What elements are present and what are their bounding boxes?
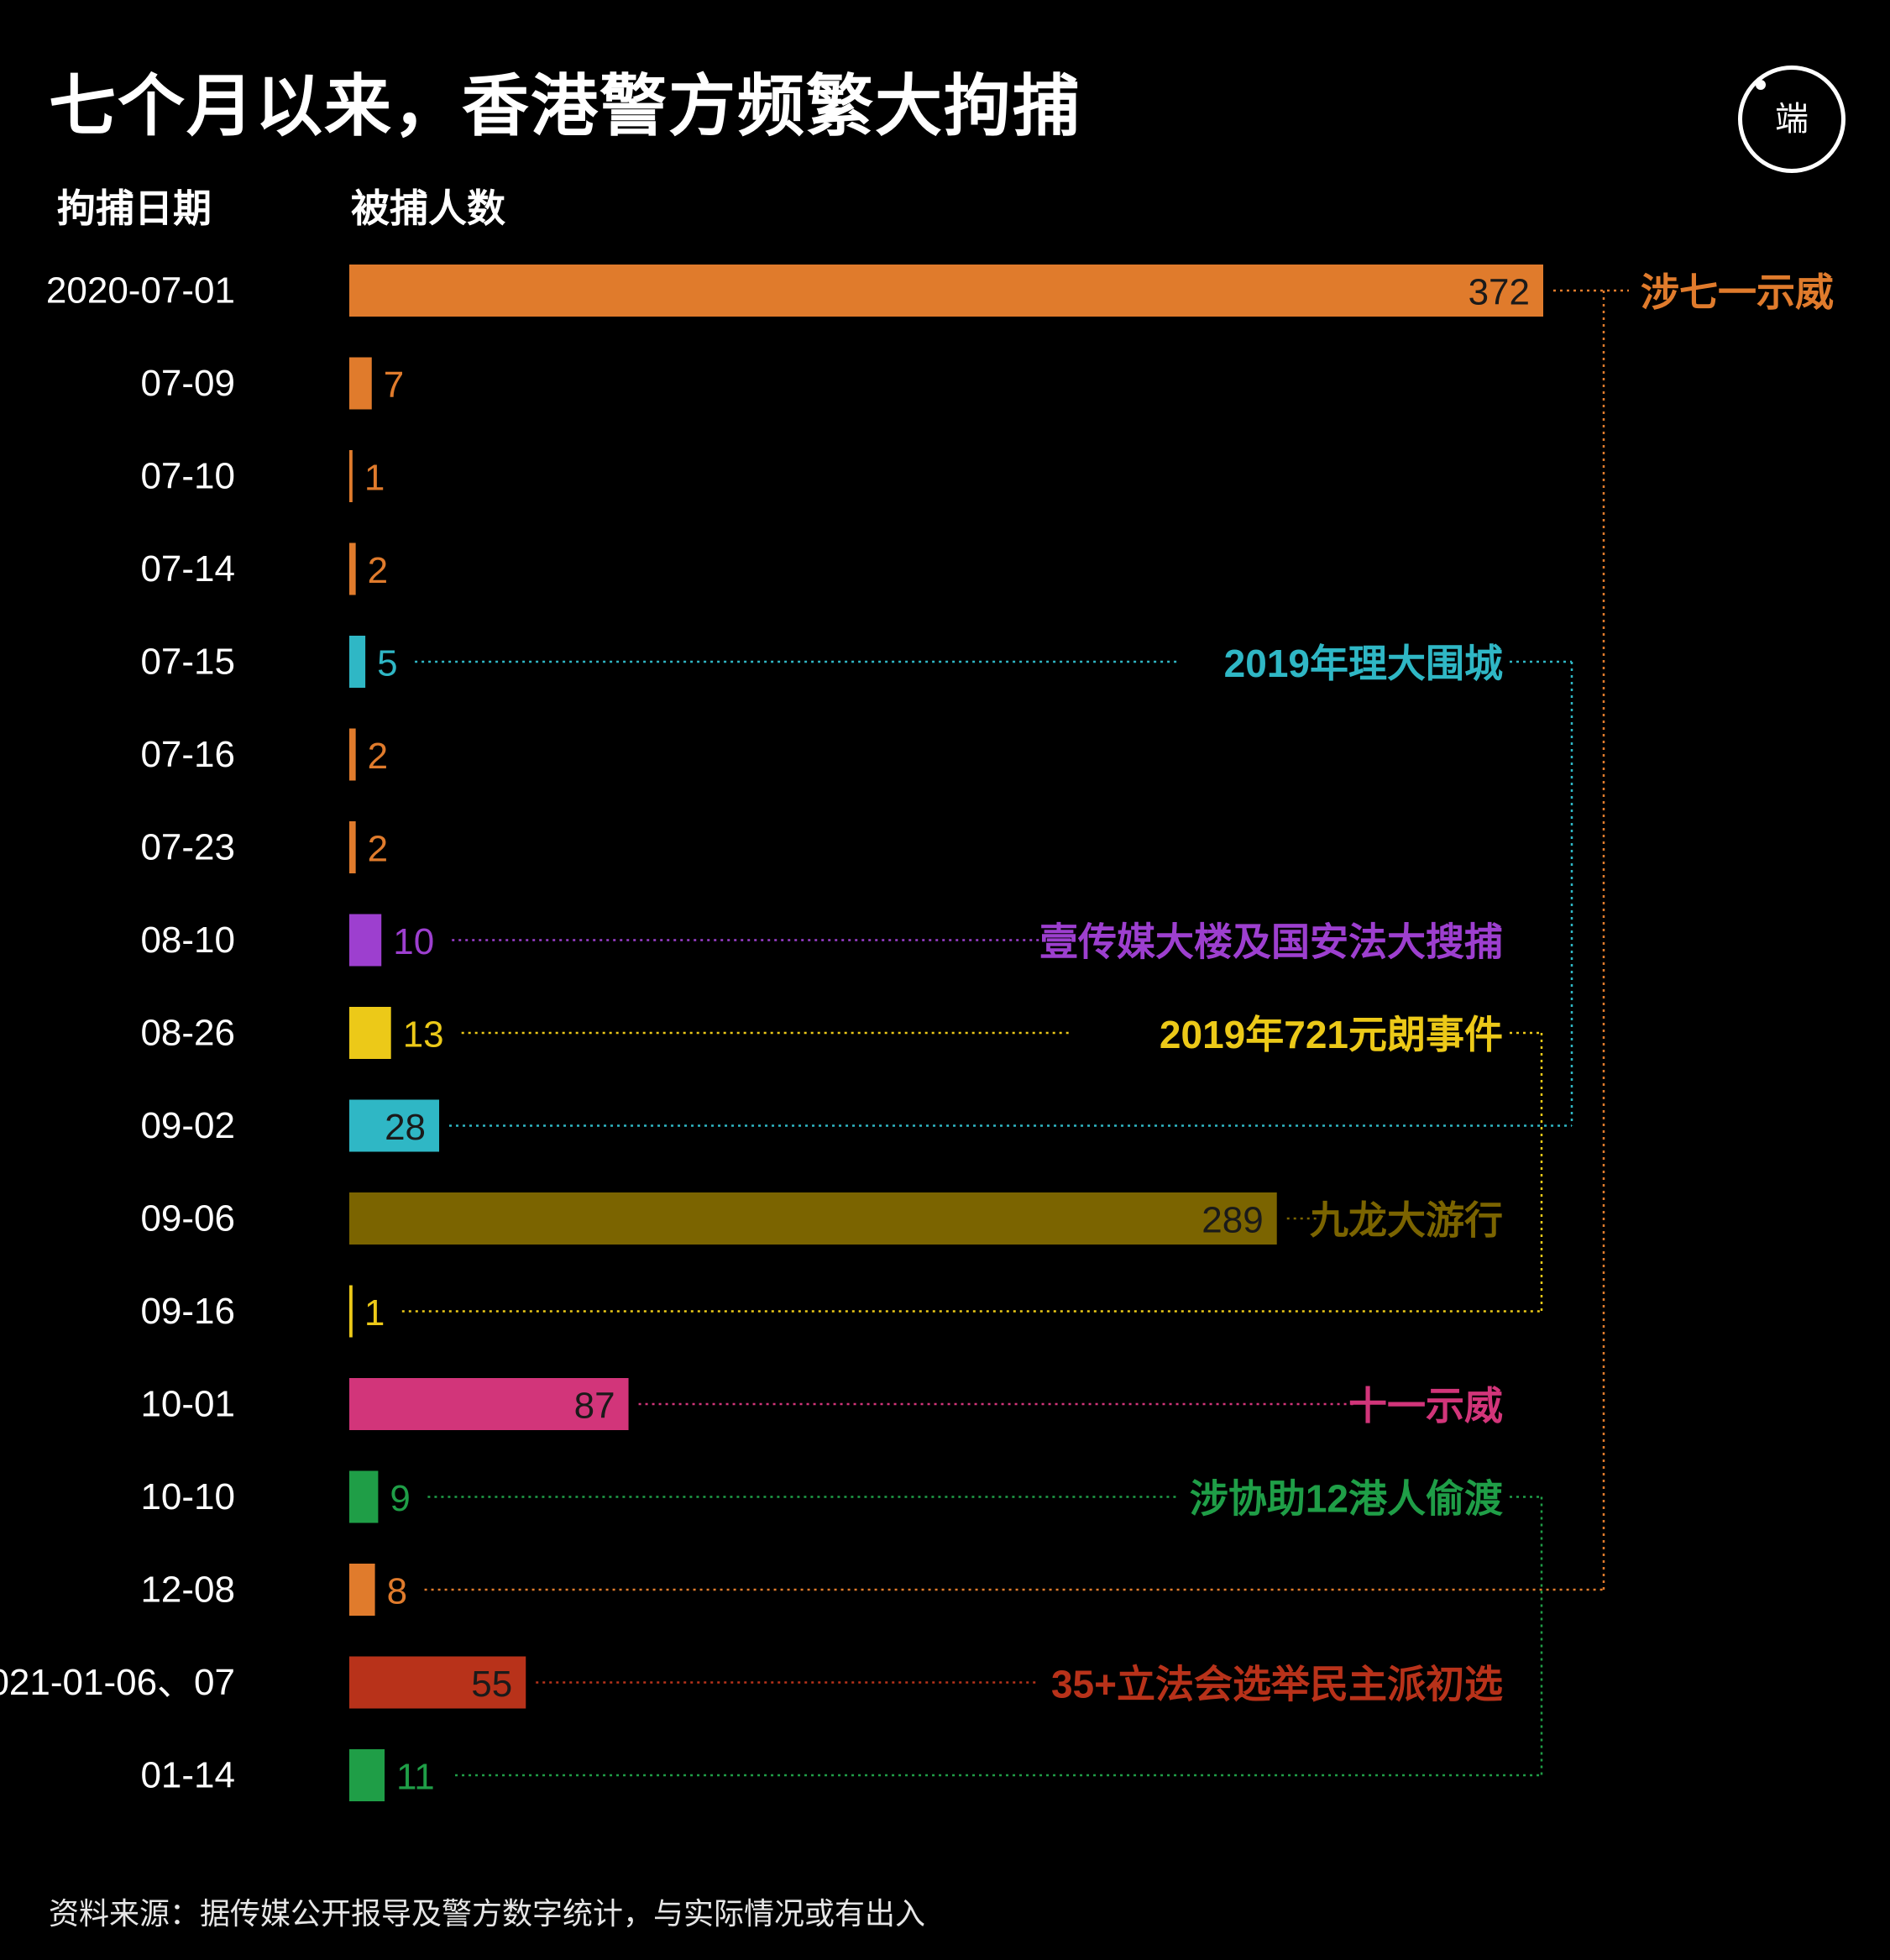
category-label: 09-02 — [140, 1105, 235, 1146]
value-label: 8 — [387, 1571, 407, 1612]
category-label: 10-10 — [140, 1476, 235, 1517]
category-label: 12-08 — [140, 1570, 235, 1611]
value-label: 2 — [368, 550, 388, 591]
value-label: 7 — [384, 364, 404, 406]
category-label: 07-15 — [140, 642, 235, 683]
bar — [349, 1285, 353, 1338]
bar — [349, 821, 356, 873]
category-label: 2021-01-06、07 — [0, 1662, 235, 1703]
value-label: 28 — [385, 1107, 426, 1148]
value-label: 9 — [390, 1478, 410, 1519]
bar — [349, 1378, 629, 1430]
value-label: 10 — [393, 921, 434, 962]
value-label: 2 — [368, 829, 388, 870]
category-label: 10-01 — [140, 1384, 235, 1425]
event-label: 涉七一示威 — [1641, 270, 1834, 314]
chart-title: 七个月以来，香港警方频繁大拘捕 — [49, 67, 1081, 145]
bar — [349, 1099, 440, 1152]
event-label: 35+立法会选举民主派初选 — [1051, 1663, 1503, 1706]
date-column-header: 拘捕日期 — [57, 186, 212, 231]
category-label: 07-14 — [140, 548, 235, 590]
bar — [349, 914, 382, 967]
value-label: 372 — [1469, 272, 1530, 313]
bar — [349, 1007, 391, 1059]
value-label: 11 — [396, 1757, 435, 1798]
category-label: 01-14 — [140, 1755, 235, 1796]
logo-text: 端 — [1775, 100, 1809, 139]
bar — [349, 636, 366, 688]
brand-logo: 端 — [1738, 66, 1845, 173]
bar — [349, 542, 356, 595]
bar — [349, 450, 353, 502]
bar — [349, 1564, 375, 1616]
category-label: 07-10 — [140, 456, 235, 497]
value-label: 289 — [1202, 1200, 1263, 1241]
bar — [349, 1470, 379, 1523]
category-label: 08-10 — [140, 920, 235, 961]
bar — [349, 1749, 385, 1801]
category-label: 07-09 — [140, 363, 235, 404]
value-label: 5 — [377, 643, 397, 684]
value-label: 13 — [403, 1014, 444, 1056]
value-label: 1 — [364, 1292, 385, 1334]
value-label: 1 — [364, 458, 385, 499]
logo-dot-icon — [1756, 80, 1766, 90]
bar — [349, 357, 372, 410]
event-label: 2019年理大围城 — [1224, 642, 1503, 685]
event-label: 涉协助12港人偷渡 — [1190, 1477, 1503, 1521]
category-label: 09-06 — [140, 1198, 235, 1239]
source-note: 资料来源：据传媒公开报导及警方数字统计，与实际情况或有出入 — [49, 1897, 926, 1931]
category-label: 2020-07-01 — [46, 270, 235, 312]
event-label: 壹传媒大楼及国安法大搜捕 — [1039, 920, 1503, 964]
event-label: 2019年721元朗事件 — [1160, 1013, 1503, 1056]
category-label: 07-16 — [140, 734, 235, 775]
value-label: 2 — [368, 736, 388, 777]
event-label: 十一示威 — [1348, 1384, 1503, 1428]
category-label: 09-16 — [140, 1291, 235, 1332]
bar — [349, 728, 356, 781]
value-label: 55 — [471, 1664, 512, 1705]
bar — [349, 265, 1543, 317]
count-column-header: 被捕人数 — [351, 186, 505, 231]
value-label: 87 — [574, 1386, 615, 1427]
bar — [349, 1192, 1277, 1245]
event-label: 九龙大游行 — [1310, 1198, 1503, 1242]
category-label: 07-23 — [140, 827, 235, 868]
bar — [349, 1656, 526, 1709]
category-label: 08-26 — [140, 1013, 235, 1054]
